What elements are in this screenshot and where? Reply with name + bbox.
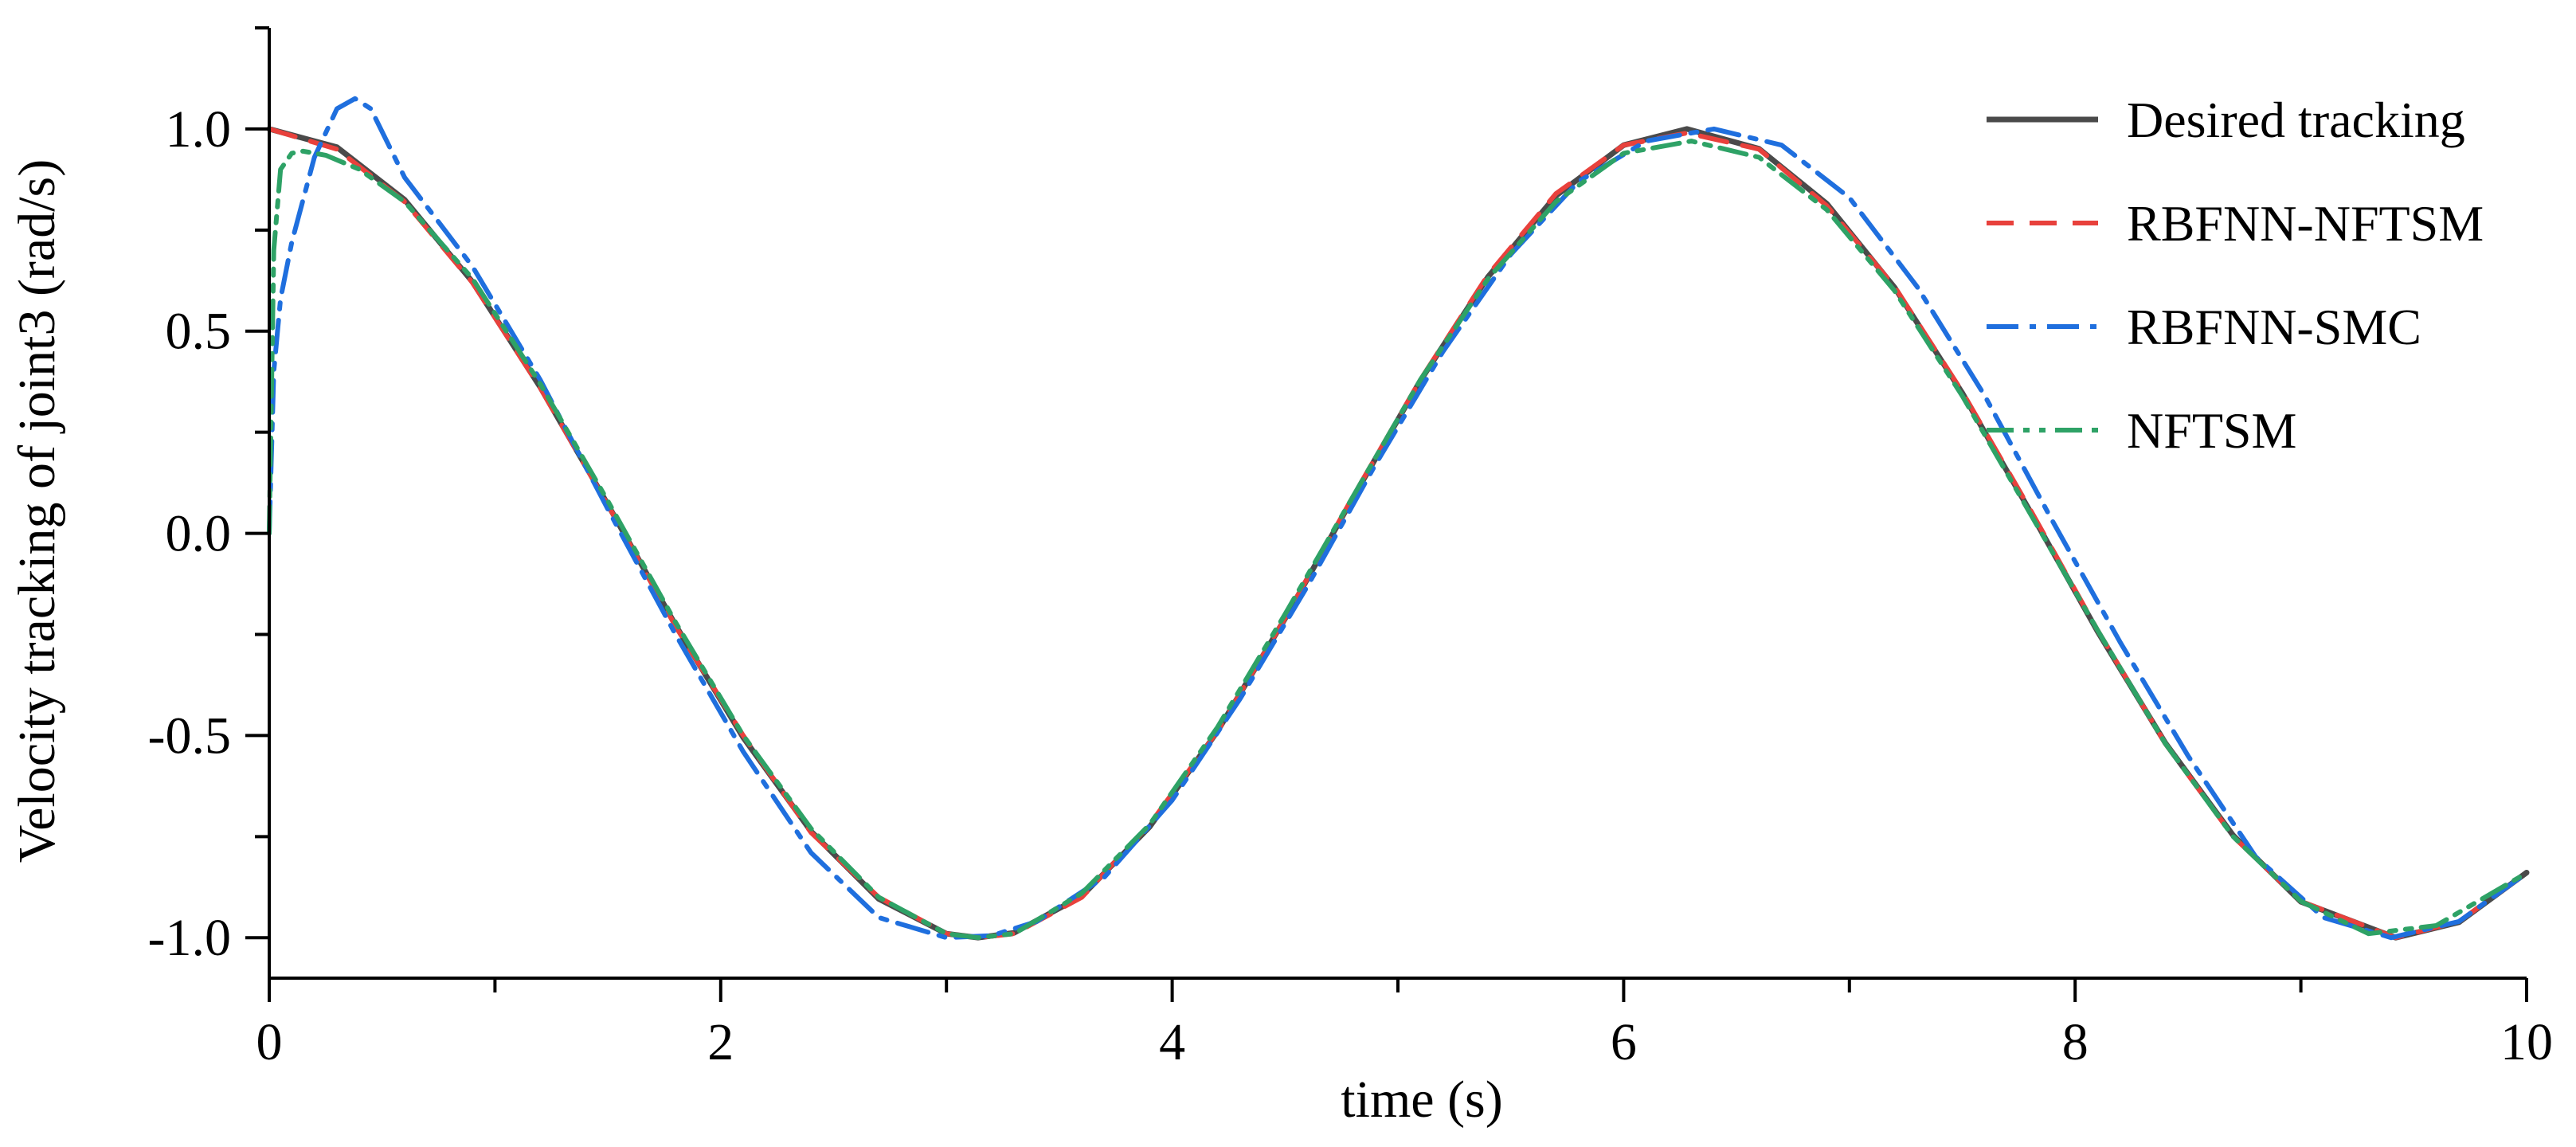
legend-label: RBFNN-SMC xyxy=(2127,299,2421,355)
legend-label: NFTSM xyxy=(2127,402,2296,459)
axes: 0 2 4 6 8 10 -1.0 -0.5 0.0 0.5 1.0 xyxy=(148,26,2553,1071)
plot-area xyxy=(266,96,2530,941)
y-tick-label: 0.5 xyxy=(166,303,232,361)
x-tick-label: 6 xyxy=(1611,1013,1637,1071)
series-line-rbfnn-smc xyxy=(267,96,2529,941)
y-tick-label: -0.5 xyxy=(148,707,231,765)
series-line-nftsm xyxy=(267,139,2529,941)
y-tick-label: 1.0 xyxy=(166,100,232,159)
x-axis-title: time (s) xyxy=(1341,1071,1502,1129)
x-tick-label: 8 xyxy=(2062,1013,2089,1071)
x-tick-label: 0 xyxy=(256,1013,283,1071)
y-tick-label: -1.0 xyxy=(148,909,231,967)
legend-label: Desired tracking xyxy=(2127,92,2465,148)
y-axis-title: Velocity tracking of joint3 (rad/s) xyxy=(8,159,66,863)
x-tick-label: 2 xyxy=(707,1013,734,1071)
y-tick-label: 0.0 xyxy=(166,505,232,563)
legend: Desired tracking RBFNN-NFTSM RBFNN-SMC NFTS… xyxy=(1987,92,2484,459)
x-tick-label: 10 xyxy=(2500,1013,2553,1071)
legend-label: RBFNN-NFTSM xyxy=(2127,195,2484,252)
x-tick-label: 4 xyxy=(1159,1013,1185,1071)
